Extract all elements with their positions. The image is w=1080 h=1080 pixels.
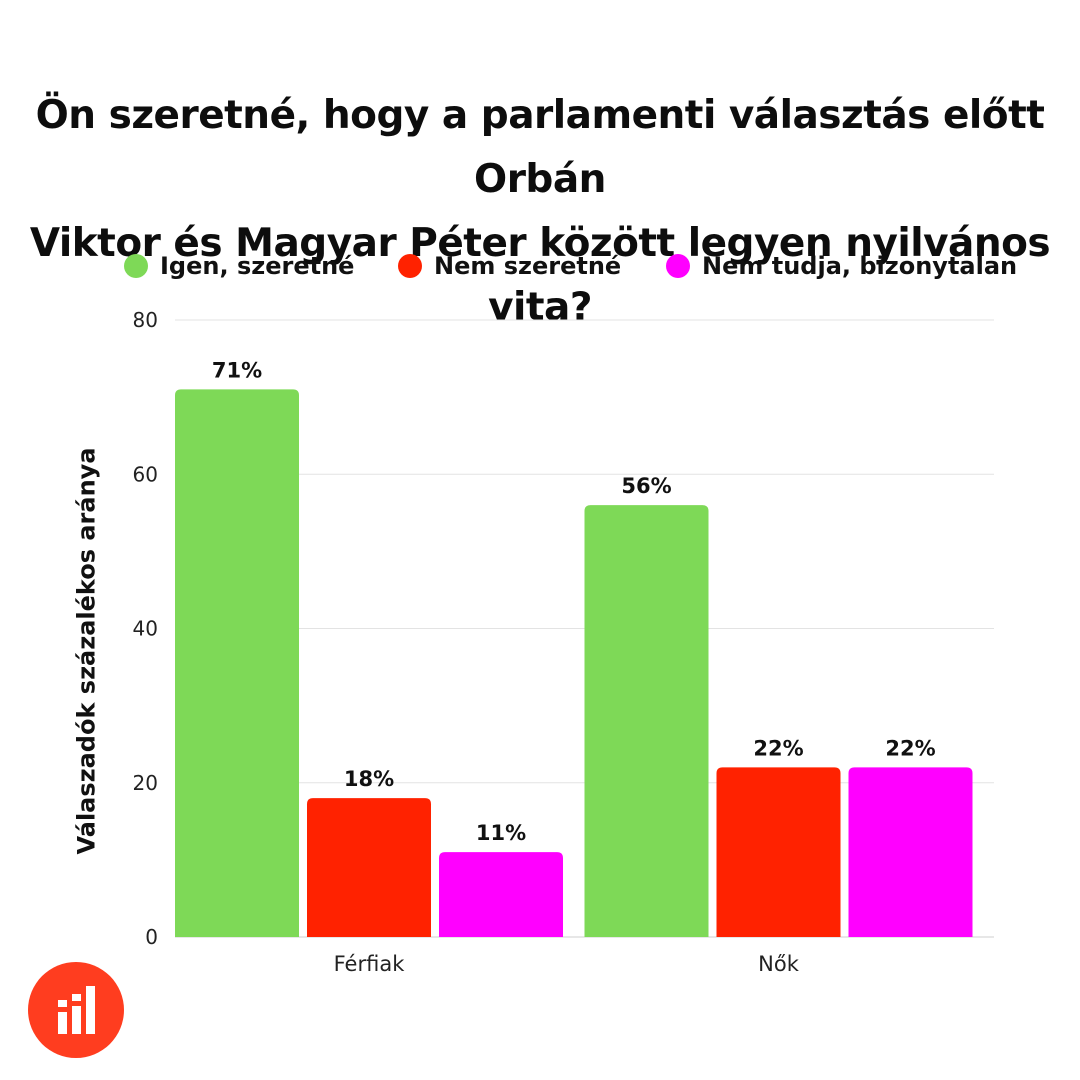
chart-title: Ön szeretné, hogy a parlamenti választás… [0, 84, 1080, 340]
x-category-label-0: Férfiak [334, 952, 406, 976]
y-tick-label-20: 20 [133, 771, 158, 795]
legend-label-nem: Nem szeretné [434, 252, 622, 280]
legend-label-igen: Igen, szeretné [160, 252, 355, 280]
legend-swatch-nem [398, 254, 422, 278]
legend-item-igen: Igen, szeretné [124, 246, 354, 286]
bar-Nők-2 [848, 767, 973, 937]
y-tick-label-40: 40 [133, 617, 158, 641]
data-label-Férfiak-0: 71% [212, 358, 262, 382]
legend-swatch-nem-tudja [666, 254, 690, 278]
bar-Férfiak-2 [439, 852, 563, 937]
bar-Nők-0 [584, 505, 709, 937]
chart-title-line-2: Viktor és Magyar Péter között legyen nyi… [29, 221, 1051, 330]
bar-Férfiak-0 [175, 389, 299, 938]
data-label-Nők-1: 22% [753, 736, 803, 760]
chart-title-line-1: Ön szeretné, hogy a parlamenti választás… [35, 93, 1045, 202]
legend-label-nem-tudja: Nem tudja, bizonytalan [702, 252, 1018, 280]
data-label-Férfiak-1: 18% [344, 767, 394, 791]
y-tick-label-0: 0 [145, 925, 158, 949]
bar-Nők-1 [716, 767, 841, 937]
legend-item-nem-tudja: Nem tudja, bizonytalan [666, 246, 1017, 286]
y-tick-label-60: 60 [133, 462, 158, 486]
legend-swatch-igen [124, 254, 148, 278]
x-category-label-1: Nők [758, 952, 800, 976]
bar-chart-logo-icon [58, 986, 95, 1034]
legend: Igen, szeretné Nem szeretné Nem tudja, b… [0, 246, 1080, 286]
y-tick-label-80: 80 [133, 308, 158, 332]
legend-item-nem: Nem szeretné [398, 246, 621, 286]
data-label-Nők-2: 22% [885, 736, 935, 760]
data-label-Férfiak-2: 11% [476, 821, 526, 845]
data-label-Nők-0: 56% [621, 474, 671, 498]
logo [28, 962, 124, 1058]
bar-Férfiak-1 [307, 798, 431, 937]
